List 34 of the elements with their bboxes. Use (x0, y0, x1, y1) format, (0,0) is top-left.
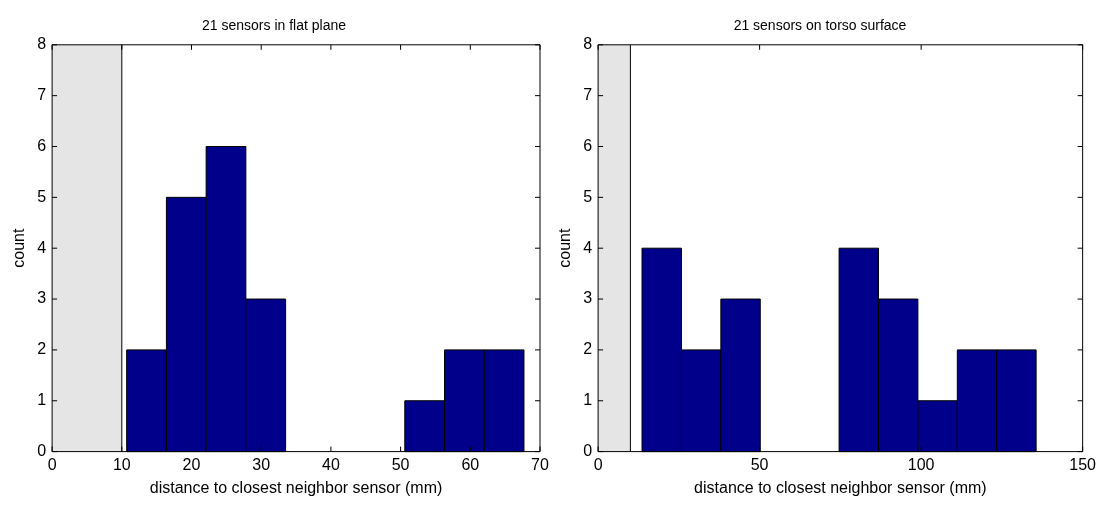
y-tick-label: 5 (37, 187, 47, 205)
x-tick-label: 100 (907, 455, 935, 473)
y-tick-label: 1 (37, 391, 47, 409)
chart-title: 21 sensors in flat plane (202, 17, 347, 34)
x-tick-label: 10 (112, 455, 131, 473)
x-axis-title: distance to closest neighbor sensor (mm) (149, 478, 443, 496)
x-axis-title: distance to closest neighbor sensor (mm) (694, 478, 987, 496)
y-tick-label: 8 (37, 35, 47, 53)
y-tick-label: 7 (583, 86, 593, 104)
y-tick-label: 5 (583, 187, 593, 205)
y-tick-label: 4 (37, 238, 47, 256)
y-tick-label: 0 (583, 442, 593, 460)
y-tick-label: 4 (583, 238, 593, 256)
x-tick-label: 30 (252, 455, 271, 473)
y-tick-label: 2 (37, 340, 47, 358)
y-tick-label: 3 (583, 289, 593, 307)
y-tick-label: 6 (37, 136, 47, 154)
x-tick-label: 40 (322, 455, 340, 473)
y-axis-title: count (556, 228, 574, 268)
x-tick-label: 50 (391, 455, 410, 473)
x-tick-label: 70 (531, 455, 549, 473)
x-tick-label: 20 (182, 455, 201, 473)
x-tick-label: 150 (1069, 455, 1097, 473)
x-tick-label: 60 (461, 455, 480, 473)
y-tick-label: 2 (583, 340, 593, 358)
y-tick-label: 1 (583, 391, 593, 409)
y-axis-title: count (10, 228, 28, 268)
x-tick-label: 50 (750, 455, 769, 473)
y-tick-label: 8 (583, 35, 593, 53)
chart-title: 21 sensors on torso surface (733, 17, 907, 34)
y-tick-label: 6 (583, 136, 593, 154)
y-tick-label: 0 (37, 442, 47, 460)
y-tick-label: 3 (37, 289, 47, 307)
y-tick-label: 7 (37, 86, 47, 104)
